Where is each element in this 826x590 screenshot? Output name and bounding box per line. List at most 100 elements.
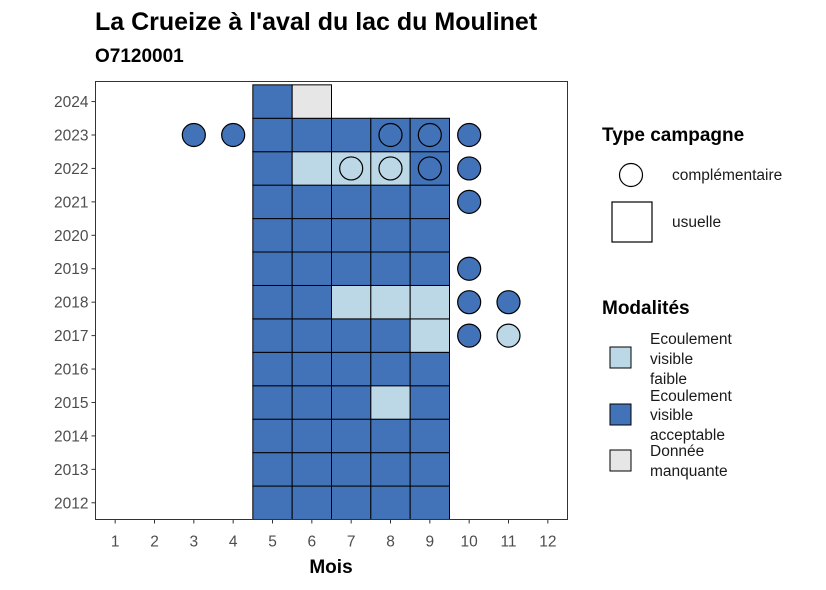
legend-complementaire-label: complémentaire: [672, 167, 782, 184]
y-tick-label-2013: 2013: [54, 462, 88, 479]
tile-2020-9: [409, 218, 450, 253]
tile-2021-8: [370, 184, 411, 220]
plot-area: [95, 81, 568, 520]
point-2022-10: [457, 156, 482, 181]
legend-faible-label-2: visible: [650, 351, 693, 368]
tile-2012-7: [331, 485, 372, 520]
tile-2021-7: [331, 184, 372, 220]
legend-mod-title: Modalités: [602, 298, 690, 319]
y-axis: 2012 2013 2014 2015 2016 2017 2018 2019 2020 2021…: [54, 94, 96, 512]
y-tick-label-2020: 2020: [54, 228, 89, 245]
y-tick-label-2012: 2012: [54, 495, 88, 512]
y-tick-label-2023: 2023: [54, 127, 88, 144]
point-2022-8: [378, 156, 403, 181]
legend: Type campagne complémentaire usuelle Mod…: [602, 125, 782, 480]
x-tick-label-11: 11: [500, 534, 516, 551]
tile-2017-9: [409, 318, 450, 353]
complementaire-points: [181, 122, 521, 348]
legend-type-title: Type campagne: [602, 125, 744, 146]
tile-2018-7: [331, 284, 372, 320]
tile-2019-9: [409, 251, 450, 286]
x-tick-label-3: 3: [190, 534, 199, 551]
legend-faible-label-3: faible: [650, 371, 687, 388]
x-tick-label-10: 10: [461, 534, 479, 551]
usuelle-tiles: [252, 84, 450, 520]
legend-usuelle-symbol: [611, 201, 653, 243]
tile-2015-7: [331, 385, 372, 420]
point-2019-10: [457, 256, 482, 281]
tile-2015-8: [370, 385, 411, 420]
tile-2020-5: [252, 218, 293, 253]
tile-2016-6: [291, 351, 332, 387]
y-tick-label-2022: 2022: [54, 161, 88, 178]
tile-2015-9: [409, 385, 450, 420]
x-tick-label-9: 9: [426, 534, 435, 551]
tile-2021-9: [409, 184, 450, 220]
point-2023-4: [221, 122, 246, 148]
legend-usuelle-label: usuelle: [672, 214, 721, 231]
tile-2017-6: [291, 318, 332, 353]
x-tick-label-2: 2: [150, 534, 159, 551]
legend-acceptable-label-1: Ecoulement: [650, 388, 733, 405]
tile-2012-9: [409, 485, 450, 520]
tile-2013-8: [370, 452, 411, 487]
tile-2016-5: [252, 351, 293, 387]
x-axis-title: Mois: [309, 557, 352, 578]
tile-2014-5: [252, 418, 293, 454]
legend-acceptable-label-2: visible: [650, 407, 693, 424]
point-2021-10: [457, 189, 482, 214]
point-2022-9: [417, 156, 442, 181]
x-tick-label-1: 1: [111, 534, 120, 551]
tile-2013-6: [291, 452, 332, 487]
tile-2014-9: [409, 418, 450, 454]
x-tick-label-6: 6: [308, 534, 317, 551]
x-tick-label-7: 7: [347, 534, 356, 551]
point-2018-10: [457, 290, 482, 315]
tile-2018-6: [291, 284, 332, 320]
y-tick-label-2017: 2017: [54, 328, 88, 345]
y-tick-label-2015: 2015: [54, 395, 88, 412]
tile-2017-5: [252, 318, 293, 353]
legend-faible-label-1: Ecoulement: [650, 331, 733, 348]
tile-2019-6: [291, 251, 332, 286]
point-2023-10: [457, 122, 482, 148]
tile-2012-5: [252, 485, 293, 520]
tile-2021-5: [252, 184, 293, 220]
y-tick-label-2016: 2016: [54, 362, 88, 379]
tile-2017-7: [331, 318, 372, 353]
tile-2022-6: [291, 151, 332, 186]
point-2017-11: [496, 323, 521, 348]
x-axis: 1 2 3 4 5 6 7 8 9 10 11 12: [111, 519, 556, 551]
legend-acceptable-label-3: acceptable: [650, 427, 725, 444]
tile-2016-9: [409, 351, 450, 387]
tile-2015-5: [252, 385, 293, 420]
y-tick-label-2018: 2018: [54, 295, 88, 312]
tile-2015-6: [291, 385, 332, 420]
tile-2024-6: [291, 84, 332, 119]
tile-2014-6: [291, 418, 332, 454]
y-tick-label-2014: 2014: [54, 428, 89, 445]
tile-2024-5: [252, 84, 293, 119]
tile-2018-5: [252, 284, 293, 320]
tile-2023-7: [331, 117, 372, 153]
legend-manquante-swatch: [609, 449, 632, 472]
x-tick-label-8: 8: [386, 534, 395, 551]
point-2023-9: [417, 122, 442, 148]
x-tick-label-4: 4: [229, 534, 238, 551]
y-tick-label-2021: 2021: [54, 194, 88, 211]
tile-2020-8: [370, 218, 411, 253]
tile-2014-8: [370, 418, 411, 454]
legend-manquante-label-2: manquante: [650, 463, 728, 480]
legend-manquante-label-1: Donnée: [650, 443, 704, 460]
tile-2023-5: [252, 117, 293, 153]
tile-2019-5: [252, 251, 293, 286]
tile-2019-8: [370, 251, 411, 286]
point-2023-3: [181, 122, 206, 148]
tile-2013-9: [409, 452, 450, 487]
x-tick-label-12: 12: [539, 534, 556, 551]
tile-2012-8: [370, 485, 411, 520]
tile-2017-8: [370, 318, 411, 353]
legend-acceptable-swatch: [609, 403, 632, 426]
tile-2019-7: [331, 251, 372, 286]
